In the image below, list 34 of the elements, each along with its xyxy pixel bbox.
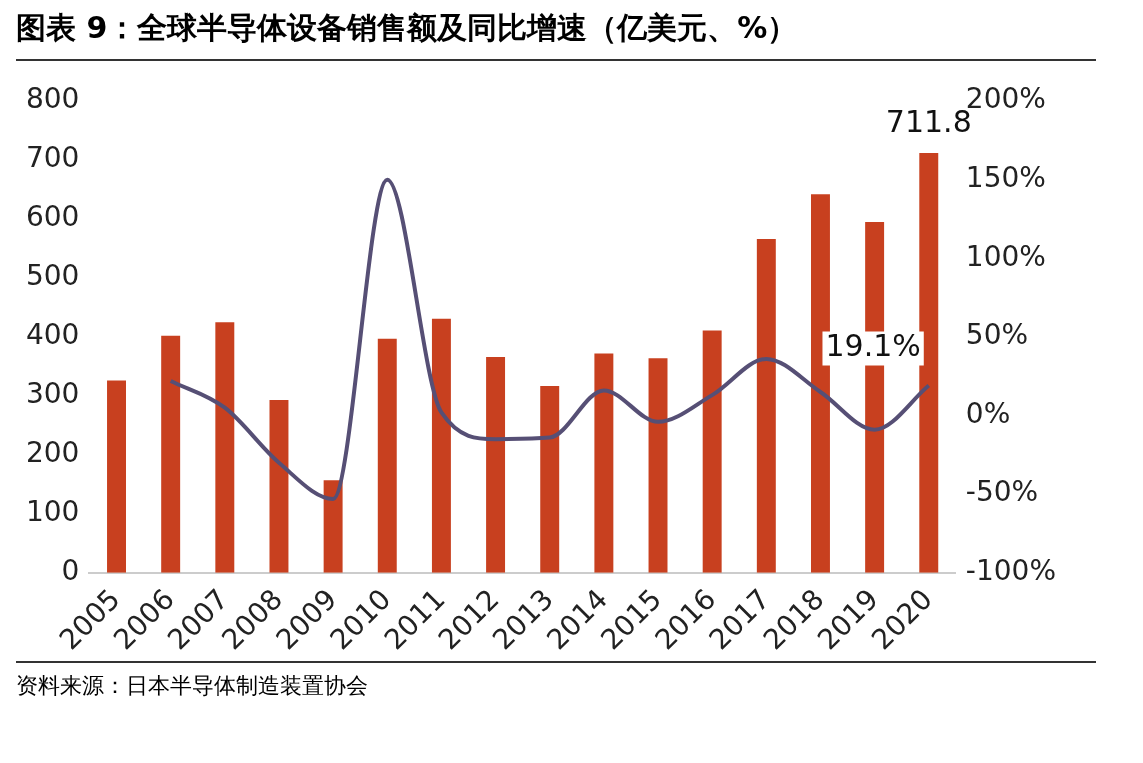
bar — [215, 322, 235, 573]
y2-tick-label: 0% — [965, 396, 1011, 430]
chart-title: 图表 9：全球半导体设备销售额及同比增速（亿美元、%） — [16, 8, 1096, 61]
line-series — [168, 177, 931, 501]
y2-tick-label: 150% — [965, 160, 1046, 194]
y-tick-label: 400 — [25, 318, 80, 352]
bar — [431, 318, 451, 573]
y2-tick-label: 100% — [965, 239, 1046, 273]
y-tick-label: 300 — [25, 377, 80, 411]
bar — [377, 338, 397, 573]
y-tick-label: 200 — [25, 436, 80, 470]
text: 资料来源：日本半导体制造装置协会 — [16, 672, 369, 700]
bar — [540, 385, 560, 573]
bar — [648, 358, 668, 573]
y-tick-label: 0 — [61, 554, 80, 588]
y-tick-label: 100 — [25, 495, 80, 529]
bar — [702, 330, 722, 573]
bar — [486, 356, 506, 573]
y-tick-label: 700 — [25, 141, 80, 175]
y-tick-label: 600 — [25, 200, 80, 234]
y2-tick-label: -50% — [965, 475, 1039, 509]
y-tick-label: 500 — [25, 259, 80, 293]
data-label: 19.1% — [825, 328, 921, 364]
bar — [269, 400, 289, 573]
y-tick-label: 800 — [25, 82, 80, 116]
y2-tick-label: -100% — [965, 554, 1056, 588]
bar — [107, 380, 126, 573]
bar — [811, 194, 830, 573]
y2-tick-label: 50% — [965, 318, 1029, 352]
bar — [756, 239, 776, 573]
bar — [323, 480, 343, 573]
bar — [919, 153, 939, 573]
bar — [161, 335, 181, 573]
bar — [594, 353, 614, 573]
